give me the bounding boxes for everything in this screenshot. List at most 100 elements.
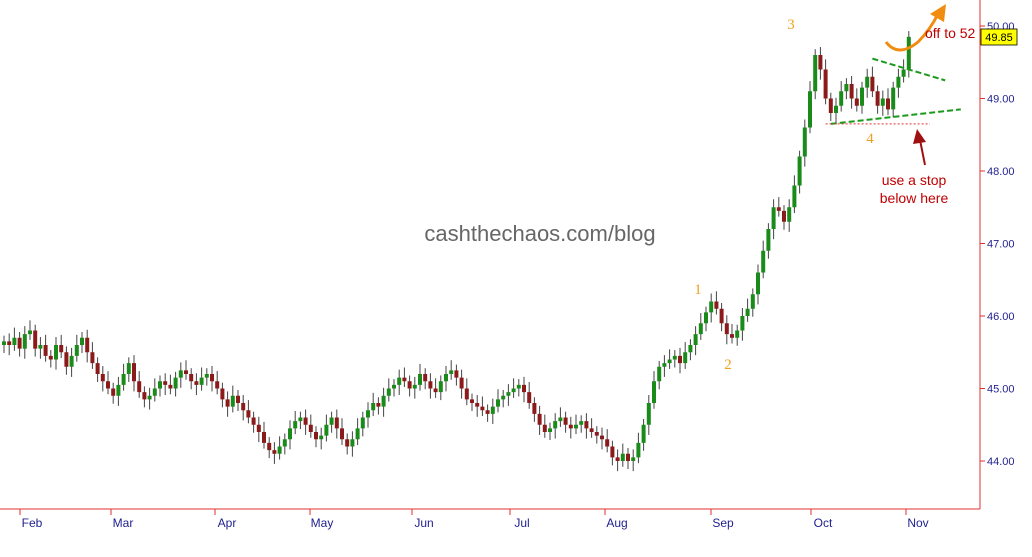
candle [620, 443, 625, 467]
candle [2, 335, 6, 353]
candle [132, 355, 136, 392]
candle [334, 409, 339, 439]
candle [69, 347, 74, 377]
candle [709, 293, 714, 323]
candle [563, 411, 568, 433]
candle [329, 411, 334, 433]
candle [688, 339, 693, 361]
candle [428, 373, 433, 399]
candle [766, 223, 771, 259]
candle [584, 413, 589, 439]
candle [761, 240, 766, 279]
candle [787, 199, 792, 232]
candle [90, 342, 95, 369]
overlays [825, 57, 961, 125]
candle [880, 90, 885, 116]
candle [95, 357, 100, 382]
candle [308, 414, 313, 438]
candle [490, 398, 495, 425]
candle [444, 366, 448, 392]
candle [350, 431, 355, 457]
candle [501, 389, 506, 408]
candle [724, 315, 729, 345]
x-axis-ticks: Feb Mar Apr May Jun Jul Aug Sep Oct Nov [19, 509, 929, 530]
candle [366, 402, 370, 428]
candle [641, 418, 646, 451]
candle [262, 421, 266, 449]
candle [433, 378, 438, 398]
x-tick-label: Jul [514, 516, 529, 530]
candle [756, 264, 760, 305]
wave-label-1: 1 [694, 282, 702, 298]
candle [527, 381, 532, 409]
candle [59, 334, 64, 359]
x-tick-label: Sep [712, 516, 734, 530]
candle [558, 407, 563, 427]
candle [215, 371, 220, 395]
candle [714, 291, 719, 315]
candle [730, 323, 734, 344]
candle [64, 346, 69, 375]
candle [48, 350, 53, 368]
candle [652, 371, 656, 409]
candle [121, 363, 126, 391]
candle [340, 418, 344, 446]
candle [865, 68, 870, 98]
candle [886, 88, 890, 116]
candle [610, 440, 615, 466]
candle [813, 49, 818, 100]
x-tick-label: Oct [814, 516, 833, 530]
candle [449, 360, 454, 380]
candle [834, 97, 838, 124]
candle [750, 288, 755, 317]
candle [137, 371, 142, 398]
target-note: off to 52 [925, 25, 976, 41]
candle [230, 385, 235, 413]
candle [210, 366, 214, 392]
candle [672, 350, 677, 368]
candle [704, 306, 708, 332]
candles [2, 31, 911, 472]
candle [542, 414, 547, 438]
x-tick-label: May [311, 516, 334, 530]
candle [802, 119, 807, 167]
watermark: cashthechaos.com/blog [424, 221, 655, 246]
candle [818, 47, 823, 80]
candle [85, 329, 90, 363]
candle [225, 391, 230, 417]
triangle-lower-line [830, 108, 961, 125]
candle [646, 395, 651, 435]
candle [662, 355, 667, 377]
candle [605, 429, 610, 453]
candle [740, 308, 745, 341]
wave-label-4: 4 [866, 131, 874, 147]
x-tick-label: Apr [218, 516, 237, 530]
y-tick-label: 46.00 [987, 311, 1015, 323]
candle [631, 449, 636, 472]
stop-note-line1: use a stop [882, 172, 947, 188]
candle [7, 333, 12, 356]
candle [371, 392, 376, 417]
candle [860, 81, 864, 114]
candle [506, 384, 511, 406]
candle [636, 432, 641, 464]
candle [470, 393, 474, 411]
candle [288, 420, 292, 450]
stop-arrowhead [913, 129, 926, 144]
x-tick-label: Mar [113, 516, 134, 530]
candle [693, 326, 698, 356]
candle [771, 199, 776, 240]
candle [464, 378, 469, 406]
candle [854, 88, 859, 112]
candle [579, 415, 584, 433]
candle [158, 375, 162, 397]
candle [402, 367, 407, 388]
candle [303, 409, 308, 435]
candle [719, 302, 724, 332]
candle [199, 367, 204, 391]
candle [537, 405, 542, 435]
x-tick-label: Aug [606, 516, 627, 530]
candle [173, 371, 178, 397]
candle [381, 387, 386, 417]
candle [111, 382, 116, 404]
